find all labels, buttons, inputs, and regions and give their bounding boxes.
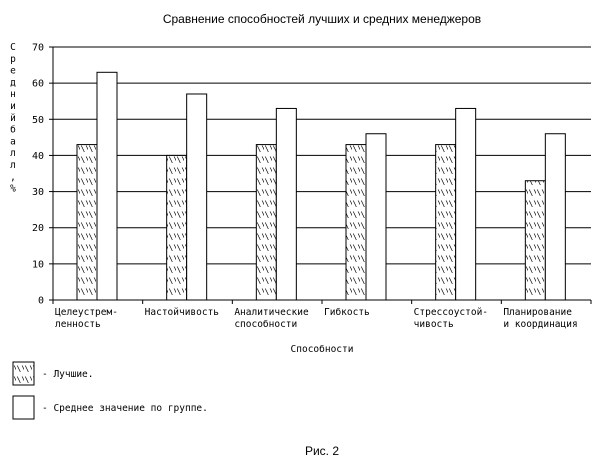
bar-best [524,180,546,301]
bar-average [186,93,208,301]
gridlines [53,46,591,265]
x-tick-label: и координация [503,319,577,330]
legend-label: - Среднее значение по группе. [42,403,208,414]
y-tick-label: 50 [32,115,44,126]
x-tick-label: Целеустрем- [55,307,118,318]
y-axis-label-char: л [10,148,16,159]
bar-average [365,133,387,301]
y-tick-label: 20 [32,223,44,234]
y-tick-label: 70 [32,43,44,54]
y-tick-label: 0 [38,296,44,307]
bar-best [255,144,277,301]
x-tick-label: чивость [414,319,454,330]
bar-best [166,154,188,301]
y-axis-label-char: л [10,160,16,171]
y-axis-label-char: , [10,172,16,183]
bar-average [455,107,477,301]
bar-best [435,144,457,301]
bars [76,71,566,301]
legend-label: - Лучшие. [42,369,93,380]
figure-caption: Рис. 2 [305,444,339,458]
bar-average [544,133,566,301]
x-tick-label: ленность [55,319,101,330]
x-tick-label: Стрессоустой- [414,307,488,318]
bar-average [96,71,118,301]
y-axis-ticks: 0 10 20 30 40 50 60 70 [32,43,54,307]
bar-best [76,144,98,301]
y-axis-label-char: % [10,184,16,195]
y-tick-label: 60 [32,79,44,90]
x-tick-label: Планирование [503,307,572,318]
chart-title: Сравнение способностей лучших и средних … [163,12,481,26]
legend-swatch-best [12,361,35,386]
x-tick-label: способности [234,319,297,330]
y-tick-label: 10 [32,259,44,270]
legend: - Лучшие. - Среднее значение по группе. [12,361,208,420]
y-axis-label-char: С [10,42,16,53]
y-axis-label-char: д [10,77,16,88]
bar-best [345,144,367,301]
y-axis-label-char: и [10,101,16,112]
x-axis [52,299,592,304]
x-tick-label: Аналитические [234,307,309,318]
bar-average [275,107,297,301]
y-axis-label-char: б [10,125,16,136]
y-axis-label-char: р [10,54,16,65]
x-axis-ticks: Целеустрем-ленность Настойчивость Аналитич… [55,307,578,330]
y-axis-label-char: н [10,89,16,100]
y-axis-label-char: й [10,113,16,124]
x-axis-label: Способности [291,344,354,355]
y-axis-label-char: е [10,66,16,77]
y-tick-label: 30 [32,187,44,198]
x-tick-label: Гибкость [324,307,370,318]
y-tick-label: 40 [32,151,44,162]
x-tick-label: Настойчивость [145,307,220,318]
legend-swatch-average [12,395,35,420]
y-axis-label-char: а [10,136,16,147]
